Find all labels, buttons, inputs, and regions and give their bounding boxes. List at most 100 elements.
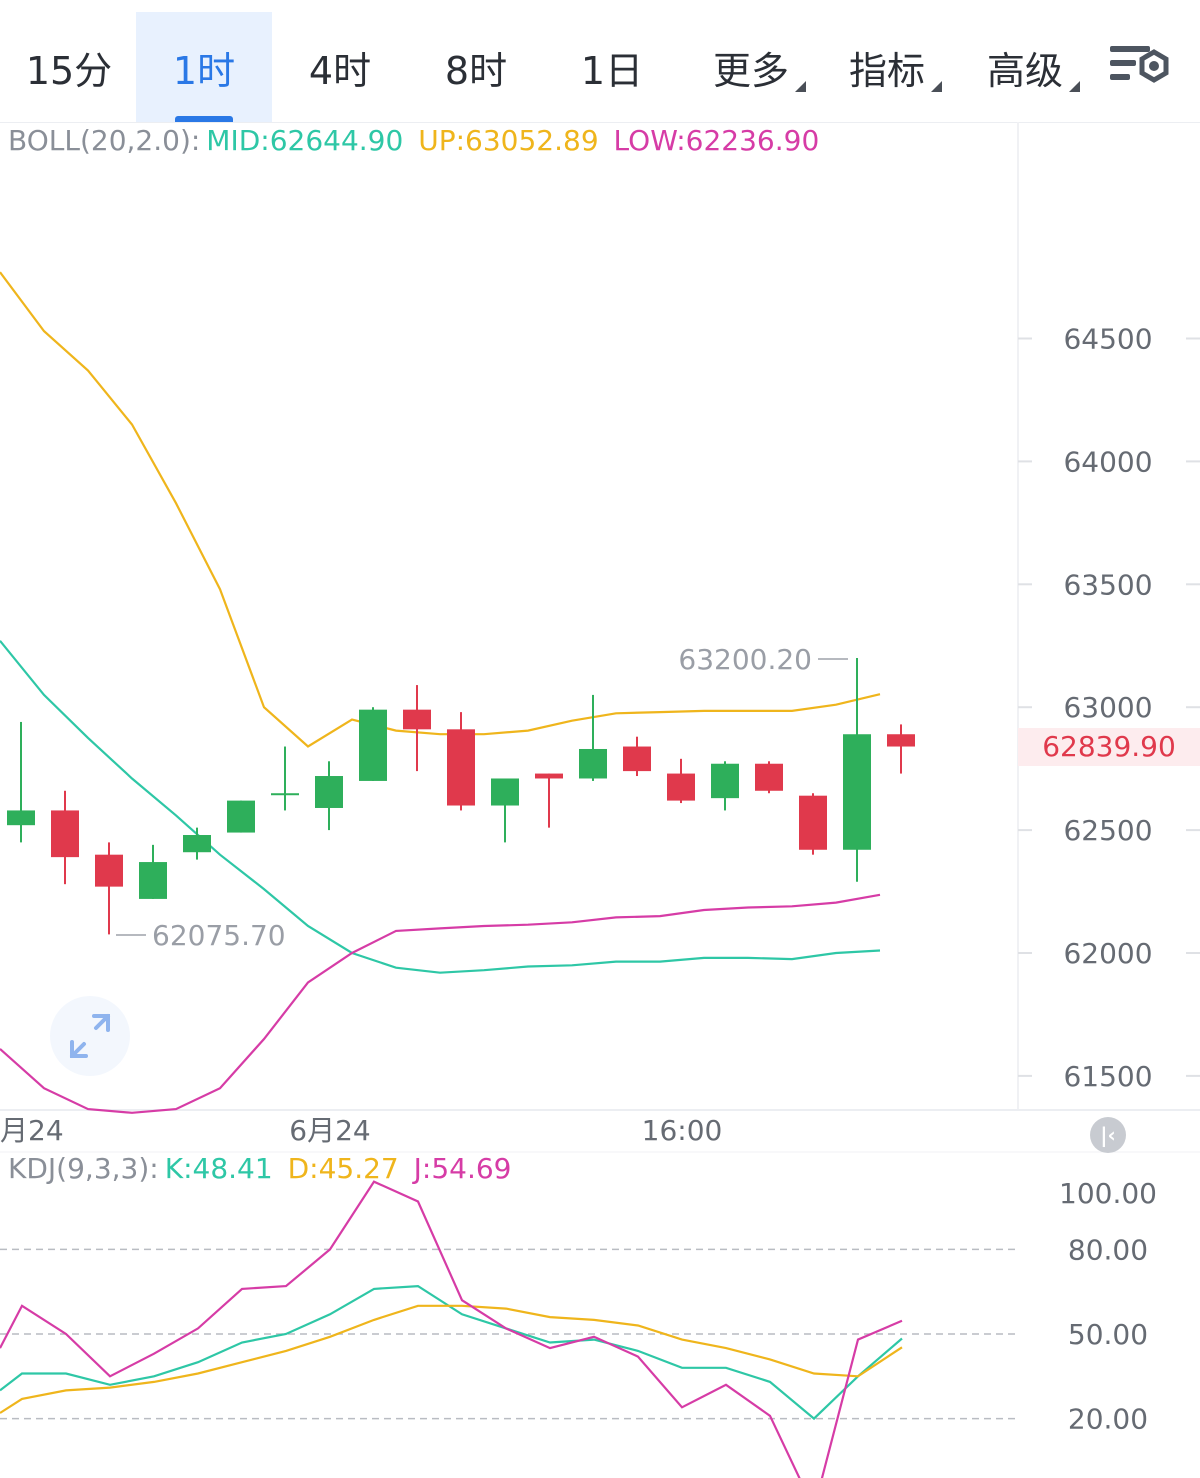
time-tick-label: 月24 [0, 1114, 64, 1147]
low-price-annotation: 62075.70 [152, 919, 286, 952]
tab-label: 更多 [712, 48, 789, 93]
candle [711, 761, 739, 811]
candle [579, 694, 607, 781]
candle [51, 790, 79, 885]
time-tick-label: 6月24 [289, 1114, 370, 1147]
candle-body [755, 763, 783, 791]
candle [315, 761, 343, 831]
candle-body [7, 810, 35, 826]
time-axis: 月24 6月24 16:00 [0, 1114, 722, 1147]
candle [535, 773, 563, 828]
dropdown-corner-icon [795, 81, 806, 92]
kdj-tick-label: 50.00 [1068, 1318, 1148, 1351]
tab-advanced-dropdown[interactable]: 高级 [980, 12, 1080, 122]
tab-label: 指标 [848, 48, 925, 93]
tab-label: 1时 [172, 48, 236, 93]
tab-8h[interactable]: 8时 [420, 12, 532, 122]
candle [491, 778, 519, 843]
fullscreen-button[interactable] [50, 996, 130, 1076]
candle [7, 721, 35, 843]
tab-15m[interactable]: 15分 [10, 12, 128, 122]
price-tick-label: 61500 [1063, 1060, 1152, 1093]
boll-mid-value: MID:62644.90 [206, 124, 404, 157]
candlesticks [7, 657, 915, 935]
boll-label: BOLL(20,2.0): [8, 124, 201, 157]
price-tick-label: 63000 [1063, 691, 1152, 724]
dropdown-corner-icon [931, 81, 942, 92]
kdj-d-value: D:45.27 [287, 1152, 399, 1185]
expand-arrows-icon [70, 1014, 110, 1058]
price-tick-label: 62500 [1063, 814, 1152, 847]
kdj-d-line [0, 1304, 903, 1414]
boll-legend: BOLL(20,2.0): MID:62644.90 UP:63052.89 LO… [8, 124, 825, 157]
tab-1h[interactable]: 1时 [136, 12, 272, 122]
candle-body [227, 800, 255, 833]
boll-low-value: LOW:62236.90 [613, 124, 820, 157]
candle [799, 793, 827, 855]
candle-body [359, 709, 387, 781]
candle-body [887, 734, 915, 747]
price-tick-label: 62000 [1063, 937, 1152, 970]
candle [139, 844, 167, 899]
current-price-tag: 62839.90 [1018, 728, 1200, 766]
dropdown-corner-icon [1069, 81, 1080, 92]
tab-label: 高级 [986, 48, 1063, 93]
price-tick-label: 64500 [1063, 323, 1152, 356]
candle [271, 746, 299, 811]
boll-low-line [0, 893, 881, 1114]
interval-toolbar: 15分 1时 4时 8时 1日 更多 指标 高级 [0, 0, 1200, 123]
candle-body [95, 854, 123, 887]
price-annotations: 63200.20 62075.70 [116, 643, 848, 952]
active-tab-indicator [175, 116, 233, 122]
chart-settings-icon [1110, 46, 1169, 83]
kdj-tick-label: 100.00 [1059, 1177, 1157, 1210]
kdj-k-value: K:48.41 [164, 1152, 273, 1185]
chart-settings-button[interactable] [1108, 38, 1174, 98]
candle [359, 707, 387, 781]
kdj-k-line [0, 1284, 903, 1421]
kdj-j-value: J:54.69 [413, 1152, 512, 1185]
skip-back-icon: |‹ [1100, 1123, 1116, 1147]
kdj-tick-label: 80.00 [1068, 1233, 1148, 1266]
chart-canvas[interactable]: 64500 64000 63500 63000 62500 62000 61500 6320… [0, 122, 1200, 1478]
candle-body [403, 709, 431, 730]
candle-body [579, 748, 607, 779]
boll-bands [0, 271, 881, 1114]
candle-body [271, 793, 299, 796]
tab-indicators-dropdown[interactable]: 指标 [842, 12, 942, 122]
tab-label: 8时 [444, 48, 508, 93]
candle-body [667, 773, 695, 801]
kdj-legend: KDJ(9,3,3): K:48.41 D:45.27 J:54.69 [8, 1152, 518, 1185]
candle-body [843, 734, 871, 850]
candle [667, 758, 695, 804]
candle-body [447, 729, 475, 806]
candle-body [139, 862, 167, 899]
kdj-axis: 100.00 80.00 50.00 20.00 [0, 1177, 1157, 1436]
boll-mid-line [0, 640, 881, 974]
scroll-to-latest-button[interactable]: |‹ [1090, 1117, 1126, 1153]
kdj-tick-label: 20.00 [1068, 1403, 1148, 1436]
candle [227, 800, 255, 833]
tab-4h[interactable]: 4时 [284, 12, 396, 122]
tab-label: 4时 [308, 48, 372, 93]
boll-up-line [0, 271, 881, 748]
price-axis: 64500 64000 63500 63000 62500 62000 61500 [1018, 323, 1200, 1093]
high-price-annotation: 63200.20 [678, 643, 812, 676]
candle-body [711, 763, 739, 799]
time-tick-label: 16:00 [642, 1114, 723, 1147]
candle-body [491, 778, 519, 806]
candle [447, 712, 475, 811]
candle [95, 842, 123, 935]
candle [843, 657, 871, 882]
candle [623, 736, 651, 777]
kdj-label: KDJ(9,3,3): [8, 1152, 159, 1185]
candle [403, 685, 431, 772]
price-tick-label: 63500 [1063, 568, 1152, 601]
candle-body [799, 795, 827, 850]
tab-1d[interactable]: 1日 [556, 12, 668, 122]
tab-label: 15分 [25, 48, 113, 93]
candle-body [51, 810, 79, 858]
tab-label: 1日 [580, 48, 644, 93]
tab-more-dropdown[interactable]: 更多 [706, 12, 806, 122]
